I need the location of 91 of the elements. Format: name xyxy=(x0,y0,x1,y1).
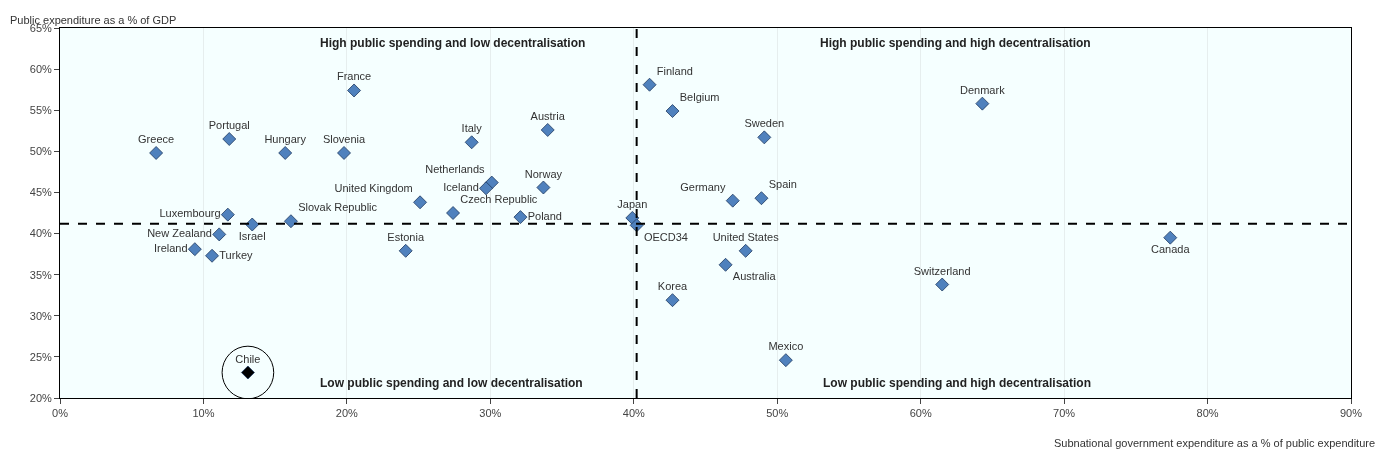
series-label: Belgium xyxy=(679,91,720,104)
x-tick-label: 60% xyxy=(909,407,932,420)
series-label: Greece xyxy=(138,132,175,145)
series-label: OECD34 xyxy=(643,230,688,243)
point xyxy=(446,206,460,220)
x-tick-label: 0% xyxy=(52,407,69,420)
y-tick-label: 60% xyxy=(29,62,52,75)
series-label: Norway xyxy=(524,167,563,180)
annotation: High public spending and high decentralisation xyxy=(820,36,1091,50)
y-tick-label: 45% xyxy=(29,186,52,199)
series-label: Slovak Republic xyxy=(298,201,378,214)
annotation: High public spending and low decentralisation xyxy=(320,36,586,50)
annotation: Low public spending and high decentralisation xyxy=(823,376,1092,390)
y-tick-label: 25% xyxy=(29,350,52,363)
point xyxy=(935,277,950,292)
x-tick-label: 30% xyxy=(479,407,502,420)
point xyxy=(725,193,740,208)
point xyxy=(220,207,235,222)
point xyxy=(464,135,479,150)
point xyxy=(212,227,227,242)
point xyxy=(540,123,555,137)
series-label: Turkey xyxy=(219,248,254,261)
point xyxy=(1163,230,1178,245)
x-tick-label: 80% xyxy=(1196,407,1219,420)
point xyxy=(665,104,680,118)
series-label: Finland xyxy=(656,64,693,77)
series-label: United Kingdom xyxy=(334,182,413,195)
series-label: Austria xyxy=(530,109,566,122)
x-tick-label: 50% xyxy=(766,407,789,420)
point xyxy=(187,242,202,257)
point xyxy=(778,353,793,368)
series-label: Korea xyxy=(657,280,689,293)
point xyxy=(665,293,680,308)
point xyxy=(284,214,298,229)
point xyxy=(642,77,657,92)
point xyxy=(718,257,733,272)
point xyxy=(347,83,361,98)
point xyxy=(222,132,237,146)
point xyxy=(536,180,551,195)
point xyxy=(398,243,413,258)
series-label: Chile xyxy=(235,352,261,365)
point xyxy=(975,96,990,111)
point xyxy=(479,181,493,196)
series-label: Switzerland xyxy=(913,264,971,277)
series-label: Ireland xyxy=(153,241,188,254)
series-label: Israel xyxy=(238,230,266,243)
series-label: Spain xyxy=(768,178,797,191)
series-label: Mexico xyxy=(768,340,804,353)
point xyxy=(738,243,753,258)
series-label: Slovenia xyxy=(322,132,366,145)
series-label: Iceland xyxy=(443,181,479,194)
point xyxy=(513,210,528,225)
x-tick-label: 70% xyxy=(1053,407,1076,420)
point xyxy=(221,345,275,398)
series-label: Luxembourg xyxy=(159,207,221,220)
series-label: Sweden xyxy=(744,117,785,130)
series-label: Netherlands xyxy=(425,162,485,175)
x-tick-label: 90% xyxy=(1339,407,1363,420)
x-axis-title: Subnational government expenditure as a % of public expenditure xyxy=(1054,437,1376,449)
point xyxy=(278,146,293,160)
point xyxy=(149,146,164,160)
y-tick-label: 40% xyxy=(29,227,52,240)
y-tick-label: 20% xyxy=(29,391,52,404)
point xyxy=(754,191,769,206)
series-label: Denmark xyxy=(960,83,1006,96)
point xyxy=(413,195,427,210)
x-tick-label: 40% xyxy=(622,407,645,420)
y-tick-label: 55% xyxy=(29,104,52,117)
point xyxy=(757,130,772,145)
y-tick-label: 35% xyxy=(29,268,52,281)
series-label: Germany xyxy=(680,180,726,193)
point xyxy=(205,248,219,263)
series-label: Canada xyxy=(1150,243,1191,256)
series-label: Italy xyxy=(461,122,483,135)
series-label: Czech Republic xyxy=(460,193,538,205)
x-tick-label: 10% xyxy=(192,407,215,420)
series-label: France xyxy=(336,70,372,83)
series-label: United States xyxy=(712,230,780,243)
point xyxy=(337,146,351,160)
series-label: Hungary xyxy=(264,132,307,145)
series-label: Estonia xyxy=(387,230,425,243)
y-tick-label: 30% xyxy=(29,309,52,322)
y-tick-label: 50% xyxy=(29,145,52,158)
series-label: Japan xyxy=(617,197,648,210)
series-label: New Zealand xyxy=(147,227,212,240)
x-tick-label: 20% xyxy=(335,407,359,420)
series-label: Australia xyxy=(732,270,777,283)
series-label: Poland xyxy=(527,209,562,222)
series-label: Portugal xyxy=(208,119,250,131)
point xyxy=(245,217,260,232)
annotation: Low public spending and low decentralisation xyxy=(320,376,583,390)
